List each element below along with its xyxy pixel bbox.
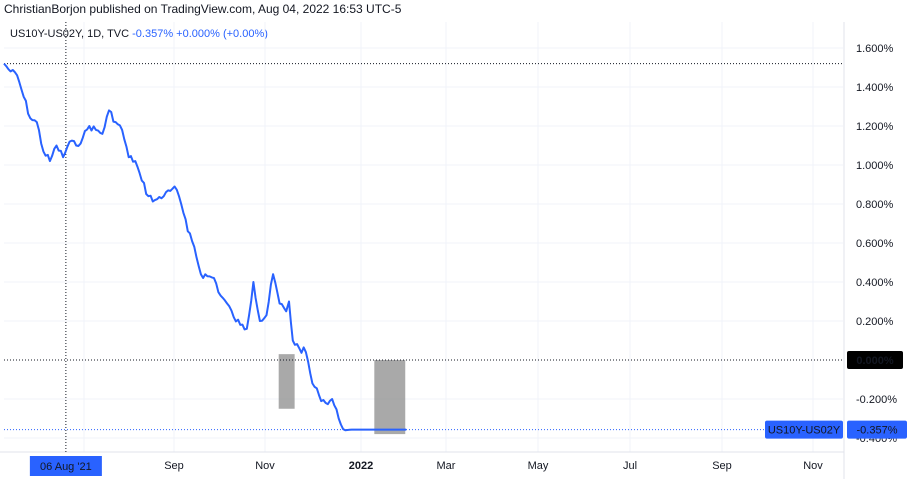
last-price-label: -0.357%: [857, 425, 898, 437]
x-tick-label: 2022: [349, 460, 373, 472]
axis-price-labels: 0.000% US10Y-US02Y -0.357% 06 Aug '21: [29, 351, 907, 476]
x-tick-label: Nov: [803, 460, 823, 472]
legend-change-pct: (+0.00%): [222, 28, 268, 40]
y-tick-label: 0.800%: [856, 199, 894, 211]
y-tick-label: -0.200%: [856, 394, 897, 406]
y-axis-ticks: 1.600% 1.400% 1.200% 1.000% 0.800% 0.600% 0.40…: [856, 43, 897, 445]
y-tick-label: 1.600%: [856, 43, 894, 55]
y-tick-label: 0.200%: [856, 316, 894, 328]
highlight-box[interactable]: [374, 360, 406, 435]
legend-change: +0.000%: [176, 28, 220, 40]
reference-lines: [4, 22, 843, 452]
legend-last-value: -0.357%: [132, 28, 174, 40]
legend-source: TVC: [107, 28, 130, 40]
y-tick-label: 0.400%: [856, 277, 894, 289]
symbol-legend: US10Y-US02Y, 1D, TVC -0.357% +0.000% (+0…: [10, 28, 268, 40]
y-tick-label: 1.400%: [856, 82, 894, 94]
legend-symbol[interactable]: US10Y-US02Y: [10, 28, 81, 40]
x-tick-label: Sep: [164, 460, 184, 472]
y-tick-label: 1.000%: [856, 160, 894, 172]
author-name[interactable]: ChristianBorjon: [4, 2, 87, 16]
crosshair-date-label-bg: [29, 456, 102, 476]
x-tick-label: Mar: [437, 460, 456, 472]
x-tick-label: Nov: [255, 460, 275, 472]
x-tick-label: May: [528, 460, 549, 472]
publish-header: ChristianBorjon published on TradingView…: [4, 2, 401, 16]
chart-grid: [0, 22, 845, 479]
x-tick-label: Jul: [623, 460, 637, 472]
highlight-box[interactable]: [278, 354, 295, 409]
zero-label-bg: [847, 351, 903, 369]
zero-label: 0.000%: [856, 355, 894, 367]
crosshair-date-label: 06 Aug '21: [40, 461, 92, 473]
series-line-us10y-us02y: [3, 62, 407, 432]
y-tick-label: 1.200%: [856, 121, 894, 133]
x-axis-ticks: JulSepNov2022MarMayJulSepNov: [77, 460, 823, 472]
x-tick-label: Sep: [712, 460, 732, 472]
publish-info: published on TradingView.com, Aug 04, 20…: [89, 2, 402, 16]
legend-interval: 1D: [87, 28, 102, 40]
highlight-boxes: [278, 354, 406, 435]
last-price-label-bg: [847, 420, 907, 439]
symbol-price-label-bg: [765, 420, 843, 439]
symbol-price-label-name: US10Y-US02Y: [768, 425, 841, 437]
y-tick-label: 0.600%: [856, 238, 894, 250]
